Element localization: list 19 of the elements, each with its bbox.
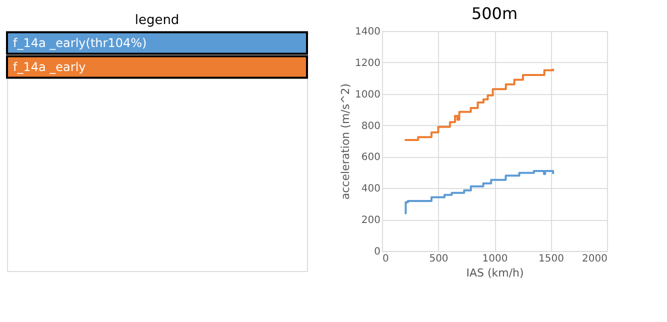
y-tick-label: 600 (361, 152, 380, 164)
x-tick-label: 2000 (582, 254, 608, 264)
y-tick-label: 1400 (355, 26, 380, 38)
x-tick-label: 500 (429, 254, 448, 264)
y-axis-title: acceleration (m/s^2) (339, 83, 352, 200)
x-tick-label: 1000 (482, 254, 508, 264)
x-tick-label: 1500 (538, 254, 564, 264)
y-tick-label: 1200 (355, 58, 380, 69)
x-axis-title: IAS (km/h) (466, 266, 524, 280)
y-tick-label: 200 (361, 215, 380, 226)
y-tick-label: 800 (361, 120, 380, 132)
text: f_14a _early (13, 60, 86, 74)
y-tick-label: 0 (374, 246, 380, 258)
chart-title: 500m (471, 4, 518, 23)
y-tick-label: 400 (361, 184, 380, 195)
y-tick-label: 1000 (355, 89, 380, 100)
text: f_14a _early(thr104%) (13, 36, 147, 50)
x-tick-label: 0 (382, 254, 389, 264)
legend-title: legend (134, 13, 180, 28)
